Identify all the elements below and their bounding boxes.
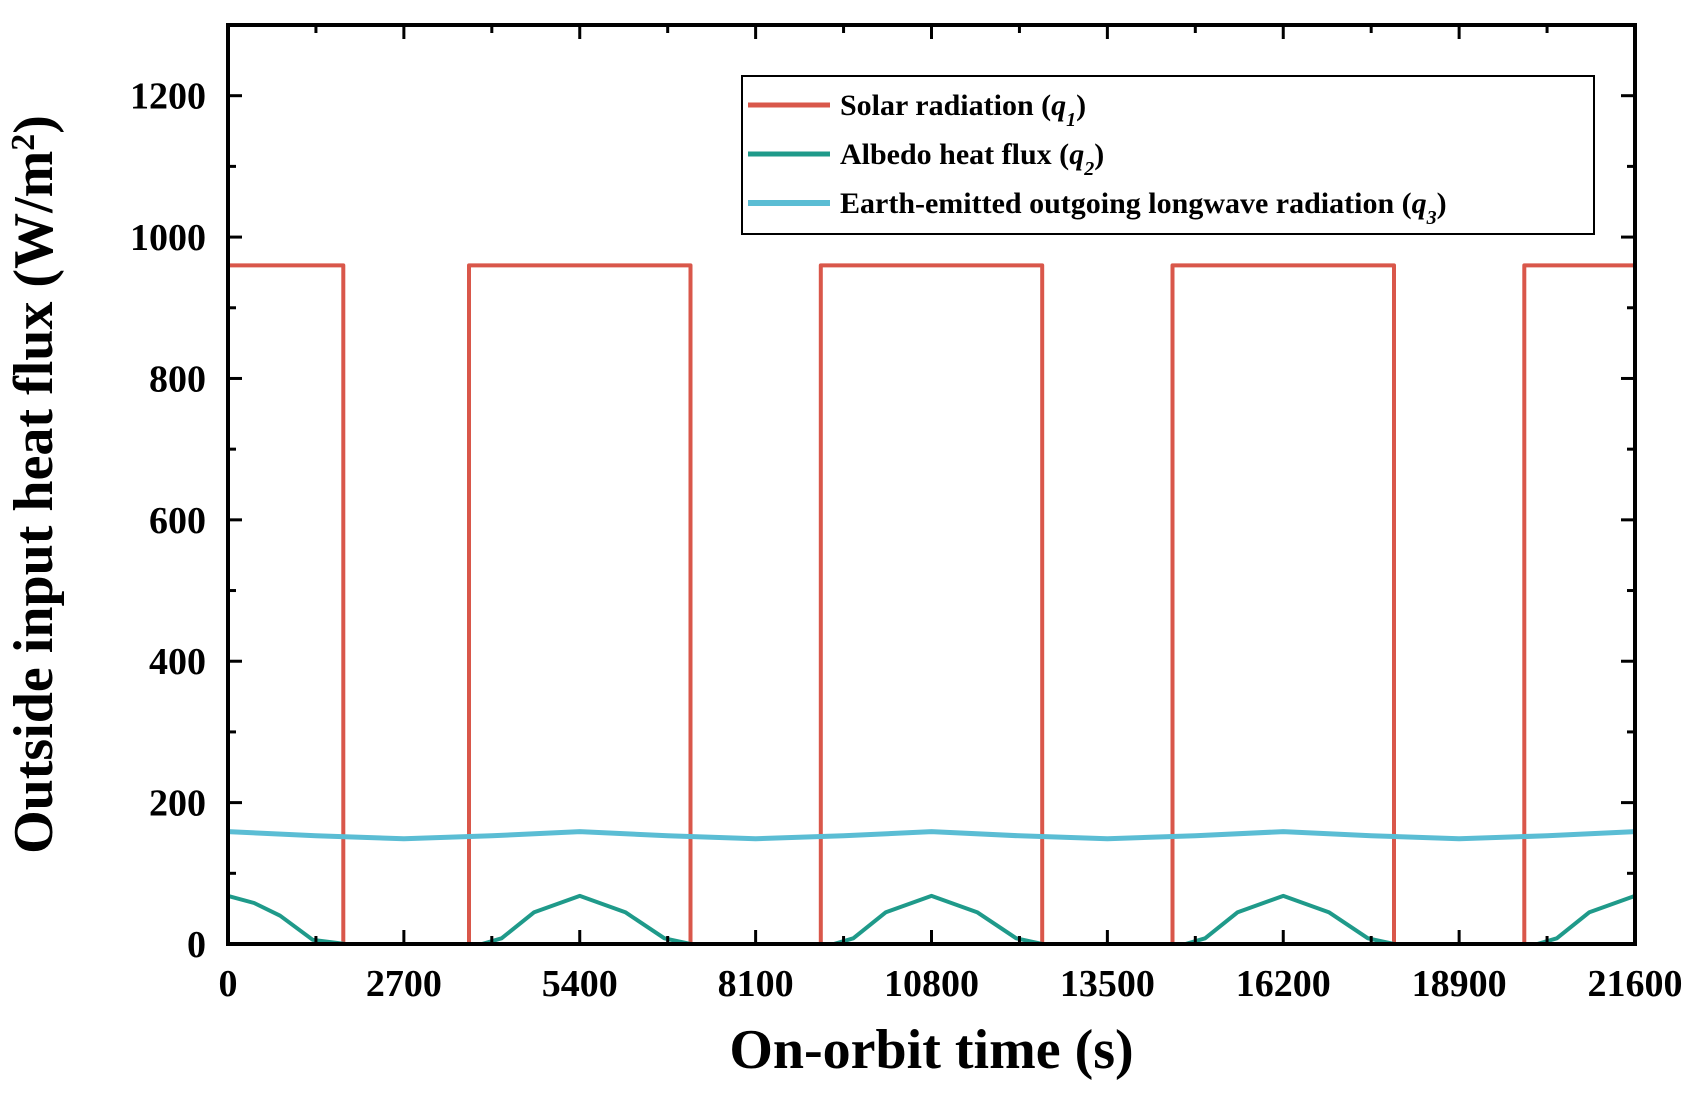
x-tick-label: 10800 (884, 963, 979, 1005)
series-line-1 (228, 263, 1635, 946)
ticks-layer (226, 25, 1637, 946)
x-tick-label: 0 (219, 963, 238, 1005)
series-line-3 (227, 829, 1636, 842)
x-tick-label: 16200 (1236, 963, 1331, 1005)
x-tick-label: 21600 (1588, 963, 1683, 1005)
legend-items: Solar radiation (q1) Albedo heat flux (q2… (748, 89, 1447, 229)
y-tick-label: 200 (149, 783, 206, 825)
x-tick-label: 8100 (718, 963, 794, 1005)
y-tick-label: 0 (187, 924, 206, 966)
y-tick-label: 800 (149, 358, 206, 400)
legend-label-2: Albedo heat flux (q2) (840, 138, 1104, 180)
x-tick-label: 13500 (1060, 963, 1155, 1005)
y-tick-label: 1200 (130, 76, 206, 118)
x-tick-label: 18900 (1412, 963, 1507, 1005)
y-tick-label: 400 (149, 641, 206, 683)
y-tick-label: 1000 (130, 217, 206, 259)
legend-label-1: Solar radiation (q1) (840, 89, 1086, 131)
x-tick-label: 2700 (366, 963, 442, 1005)
y-axis-title: Outside input heat flux (W/m2) (3, 115, 65, 854)
legend-box (741, 75, 1595, 235)
y-tick-label: 600 (149, 500, 206, 542)
series-layer (227, 263, 1636, 946)
tick-label-layer: 0 2700 5400 8100 10800 13500 16200 18900 21600 0 2… (130, 76, 1683, 1005)
svg-text:Outside input heat flux (W/m2): Outside input heat flux (W/m2) (3, 115, 65, 854)
y-axis-title-sup: 2 (5, 134, 42, 151)
y-axis-title-main: Outside input heat flux (W/m (3, 151, 65, 854)
x-tick-label: 5400 (542, 963, 618, 1005)
x-axis-title: On-orbit time (s) (729, 1019, 1133, 1081)
legend: Solar radiation (q1) Albedo heat flux (q2… (741, 75, 1595, 235)
y-axis-title-close: ) (3, 115, 65, 134)
legend-label-3: Earth-emitted outgoing longwave radiatio… (840, 187, 1447, 229)
